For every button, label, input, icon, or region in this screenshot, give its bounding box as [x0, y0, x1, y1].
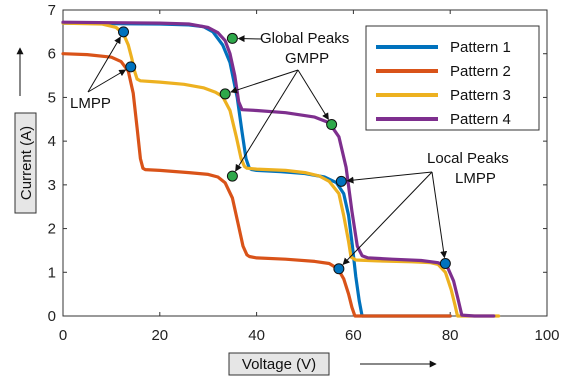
arrow-lmpp-pattern-1: [346, 171, 433, 184]
lmpp-marker-1: [125, 61, 137, 73]
series-lines: [61, 20, 501, 318]
global-peaks-label-line2: GMPP: [285, 50, 329, 67]
y-tick-label: 6: [48, 46, 56, 63]
arrow-lmpp-pattern-2: [342, 171, 433, 265]
y-tick-label: 4: [48, 133, 56, 150]
x-tick-label: 80: [442, 327, 459, 344]
lmpp-left-label: LMPP: [70, 95, 111, 112]
lmpp-marker-6: [335, 175, 347, 187]
series-line-pattern-4: [61, 20, 496, 318]
y-axis-label-group: Current (A): [14, 112, 37, 214]
gmpp-marker-5: [226, 170, 238, 182]
y-axis-label-box: [14, 112, 37, 214]
local-peaks-label-line2: LMPP: [455, 170, 496, 187]
local-peaks-label-line1: Local Peaks: [427, 150, 509, 167]
gmpp-marker-2: [226, 32, 238, 44]
x-tick-label: 60: [345, 327, 362, 344]
legend-label-pattern-2: Pattern 2: [450, 63, 511, 80]
y-tick-label: 7: [48, 2, 56, 19]
x-axis-label-box: [228, 352, 330, 376]
global-peaks-label-line1: Global Peaks: [260, 30, 349, 47]
arrow-gmpp-pattern-3: [230, 69, 299, 94]
lmpp-marker-0: [118, 26, 129, 38]
lmpp-marker-8: [439, 258, 451, 270]
lmpp-marker-7: [333, 263, 345, 275]
series-line-pattern-2: [61, 52, 452, 318]
arrow-gmpp-pattern-4-right: [297, 69, 329, 121]
y-tick-label: 0: [48, 308, 56, 325]
y-tick-label: 1: [48, 264, 56, 281]
arrow-lmpp-left-1: [87, 36, 121, 93]
x-tick-label: 100: [534, 327, 559, 344]
legend-label-pattern-1: Pattern 1: [450, 39, 511, 56]
legend-label-pattern-4: Pattern 4: [450, 111, 511, 128]
peak-markers: [118, 26, 451, 275]
x-tick-label: 0: [59, 327, 67, 344]
legend-label-pattern-3: Pattern 3: [450, 87, 511, 104]
axis-ticks: 0 20 40 60 80 100 0 1 2 3 4 5 6 7: [48, 2, 560, 344]
gmpp-marker-4: [326, 119, 338, 131]
arrow-lmpp-left-2: [87, 69, 127, 93]
x-tick-label: 20: [151, 327, 168, 344]
arrow-gmpp-pattern-2: [235, 69, 299, 172]
x-axis-label: Voltage (V): [242, 356, 316, 373]
gmpp-marker-3: [219, 88, 231, 100]
arrow-lmpp-pattern-4: [431, 171, 448, 259]
annotation-arrows: [87, 35, 448, 265]
y-tick-label: 2: [48, 221, 56, 238]
legend-box: [365, 25, 540, 131]
legend: Pattern 1 Pattern 2 Pattern 3 Pattern 4: [365, 25, 540, 131]
y-tick-label: 3: [48, 177, 56, 194]
x-tick-label: 40: [248, 327, 265, 344]
y-tick-label: 5: [48, 89, 56, 106]
y-axis-label: Current (A): [18, 126, 35, 200]
